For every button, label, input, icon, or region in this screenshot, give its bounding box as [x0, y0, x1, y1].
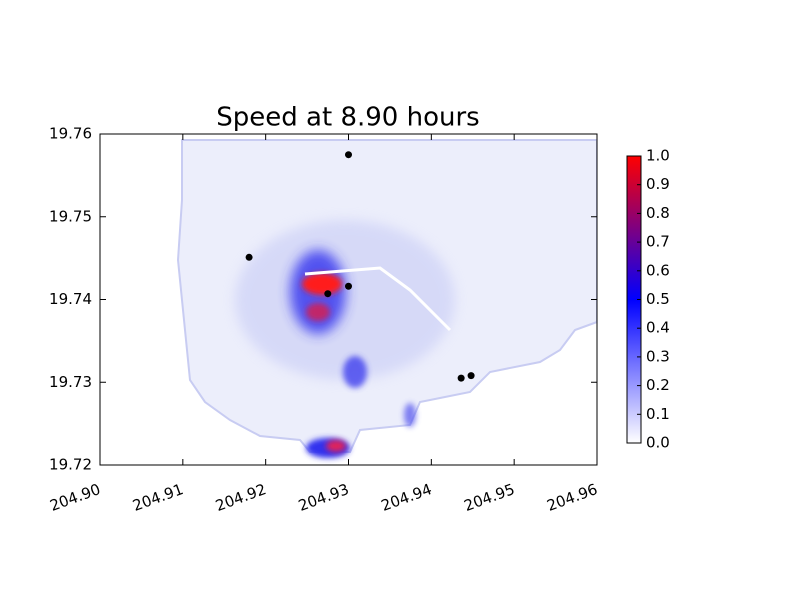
speed-blob	[343, 356, 367, 388]
x-tick-label: 204.91	[130, 480, 185, 515]
x-tick-label: 204.94	[379, 480, 434, 515]
colorbar-tick-label: 0.9	[646, 175, 670, 193]
colorbar-tick-label: 0.3	[646, 347, 670, 365]
point	[345, 151, 352, 159]
colorbar-tick-label: 0.4	[646, 319, 670, 337]
point	[245, 253, 253, 261]
x-tick-label: 204.93	[296, 480, 351, 515]
shoreline	[304, 266, 452, 332]
colorbar-tick-label: 1.0	[646, 147, 670, 165]
x-tick-label: 204.90	[47, 480, 102, 515]
y-tick-label: 19.75	[49, 207, 92, 225]
speed-field	[176, 139, 597, 458]
colorbar-tick-label: 0.2	[646, 376, 670, 394]
point	[457, 374, 465, 382]
x-tick-label: 204.92	[213, 480, 268, 515]
y-tick-label: 19.73	[49, 373, 92, 391]
chart-title: Speed at 8.90 hours	[216, 103, 479, 133]
colorbar-tick-label: 0.6	[646, 261, 670, 279]
speed-blob	[302, 273, 342, 295]
colorbar-tick-label: 0.5	[646, 290, 670, 308]
point	[324, 290, 332, 298]
y-tick-label: 19.76	[49, 125, 92, 143]
speed-blob	[306, 303, 330, 321]
colorbar-tick-label: 0.1	[646, 405, 670, 423]
x-tick-label: 204.96	[544, 480, 599, 515]
speed-blob	[404, 403, 416, 427]
speed-blob	[326, 440, 346, 452]
point	[467, 372, 475, 380]
y-tick-label: 19.74	[49, 290, 92, 308]
colorbar-tick-label: 0.7	[646, 233, 670, 251]
colorbar-tick-label: 0.8	[646, 204, 670, 222]
colorbar-tick-label: 0.0	[646, 434, 670, 452]
x-tick-label: 204.95	[462, 480, 517, 515]
y-tick-label: 19.72	[49, 456, 92, 474]
point	[345, 282, 352, 290]
